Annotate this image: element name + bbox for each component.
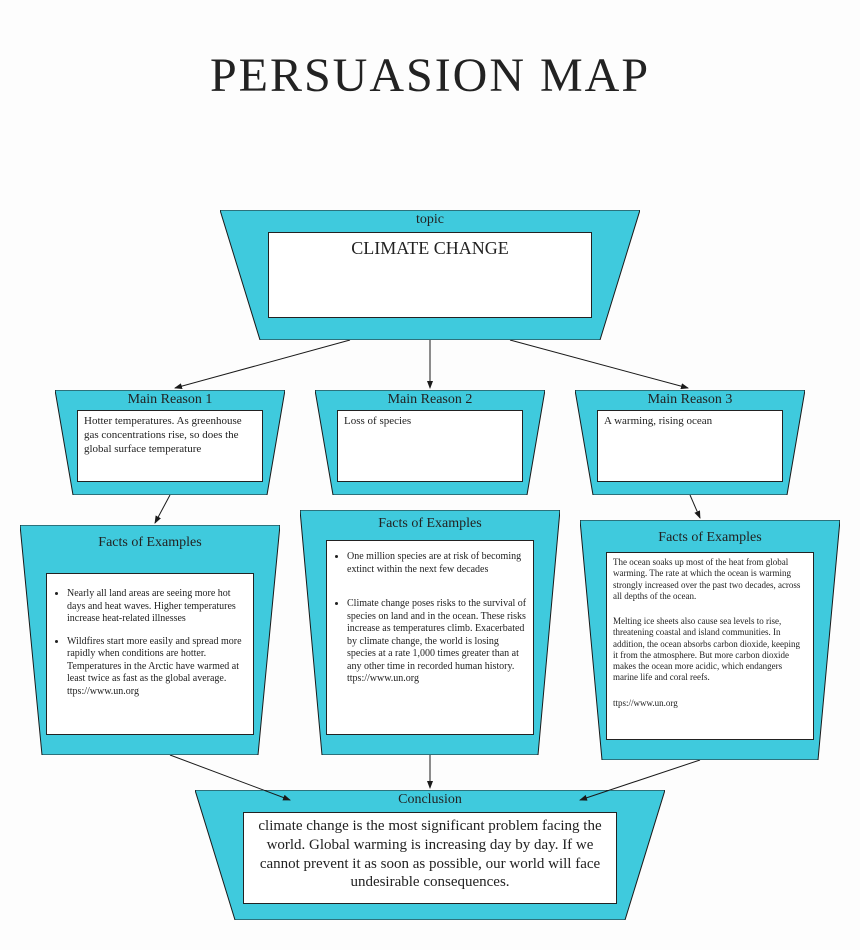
facts-3-para-1: The ocean soaks up most of the heat from… [613, 557, 807, 602]
reason-1-text-box: Hotter temperatures. As greenhouse gas c… [77, 410, 263, 482]
topic-text-box: CLIMATE CHANGE [268, 232, 592, 318]
reason-3-text-box: A warming, rising ocean [597, 410, 783, 482]
facts-1-node: Facts of Examples Nearly all land areas … [20, 525, 280, 755]
facts-1-text-box: Nearly all land areas are seeing more ho… [46, 573, 254, 735]
conclusion-text: climate change is the most significant p… [258, 818, 601, 890]
page-title: PERSUASION MAP [0, 0, 860, 103]
facts-3-para-2: Melting ice sheets also cause sea levels… [613, 616, 807, 684]
facts-1-item-1: Nearly all land areas are seeing more ho… [67, 588, 247, 626]
conclusion-text-box: climate change is the most significant p… [243, 812, 617, 904]
facts-2-item-1: One million species are at risk of becom… [347, 551, 527, 576]
facts-3-source: ttps://www.un.org [613, 698, 807, 709]
facts-3-label: Facts of Examples [580, 520, 840, 546]
facts-2-text-box: One million species are at risk of becom… [326, 540, 534, 735]
facts-2-item-2: Climate change poses risks to the surviv… [347, 598, 527, 686]
topic-text: CLIMATE CHANGE [351, 238, 509, 258]
conclusion-node: Conclusion climate change is the most si… [195, 790, 665, 920]
reason-3-node: Main Reason 3 A warming, rising ocean [575, 390, 805, 495]
topic-node: topic CLIMATE CHANGE [220, 210, 640, 340]
reason-2-text-box: Loss of species [337, 410, 523, 482]
reason-1-text: Hotter temperatures. As greenhouse gas c… [84, 415, 242, 455]
topic-label: topic [220, 210, 640, 228]
reason-2-label: Main Reason 2 [315, 390, 545, 408]
facts-1-label: Facts of Examples [20, 525, 280, 551]
facts-2-node: Facts of Examples One million species ar… [300, 510, 560, 755]
reason-3-text: A warming, rising ocean [604, 415, 712, 427]
reason-2-text: Loss of species [344, 415, 411, 427]
reason-3-label: Main Reason 3 [575, 390, 805, 408]
reason-2-node: Main Reason 2 Loss of species [315, 390, 545, 495]
facts-3-text-box: The ocean soaks up most of the heat from… [606, 552, 814, 740]
reason-1-label: Main Reason 1 [55, 390, 285, 408]
facts-3-node: Facts of Examples The ocean soaks up mos… [580, 520, 840, 760]
facts-2-label: Facts of Examples [300, 510, 560, 532]
facts-1-item-2: Wildfires start more easily and spread m… [67, 636, 247, 699]
reason-1-node: Main Reason 1 Hotter temperatures. As gr… [55, 390, 285, 495]
conclusion-label: Conclusion [195, 790, 665, 808]
